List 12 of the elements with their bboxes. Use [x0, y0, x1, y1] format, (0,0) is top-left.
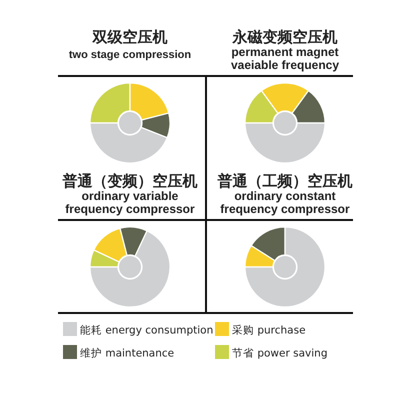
legend-label: 节省 power saving: [232, 346, 328, 360]
chart-subtitle: permanent magnet vaeiable frequency: [230, 45, 340, 72]
chart-subtitle: ordinary variable frequency compressor: [65, 189, 196, 216]
chart-subtitle: two stage compression: [68, 49, 192, 61]
chart-title: 永磁变频空压机: [232, 28, 338, 46]
chart-title: 普通（变频）空压机: [62, 172, 198, 190]
legend-label: 能耗 energy consumption: [80, 324, 214, 336]
legend-label: 采购 purchase: [232, 324, 306, 336]
legend-label: 维护 maintenance: [80, 346, 174, 360]
chart-title: 双级空压机: [92, 28, 168, 46]
chart-subtitle: ordinary constant frequency compressor: [220, 189, 350, 216]
chart-title: 普通（工频）空压机: [216, 172, 352, 190]
